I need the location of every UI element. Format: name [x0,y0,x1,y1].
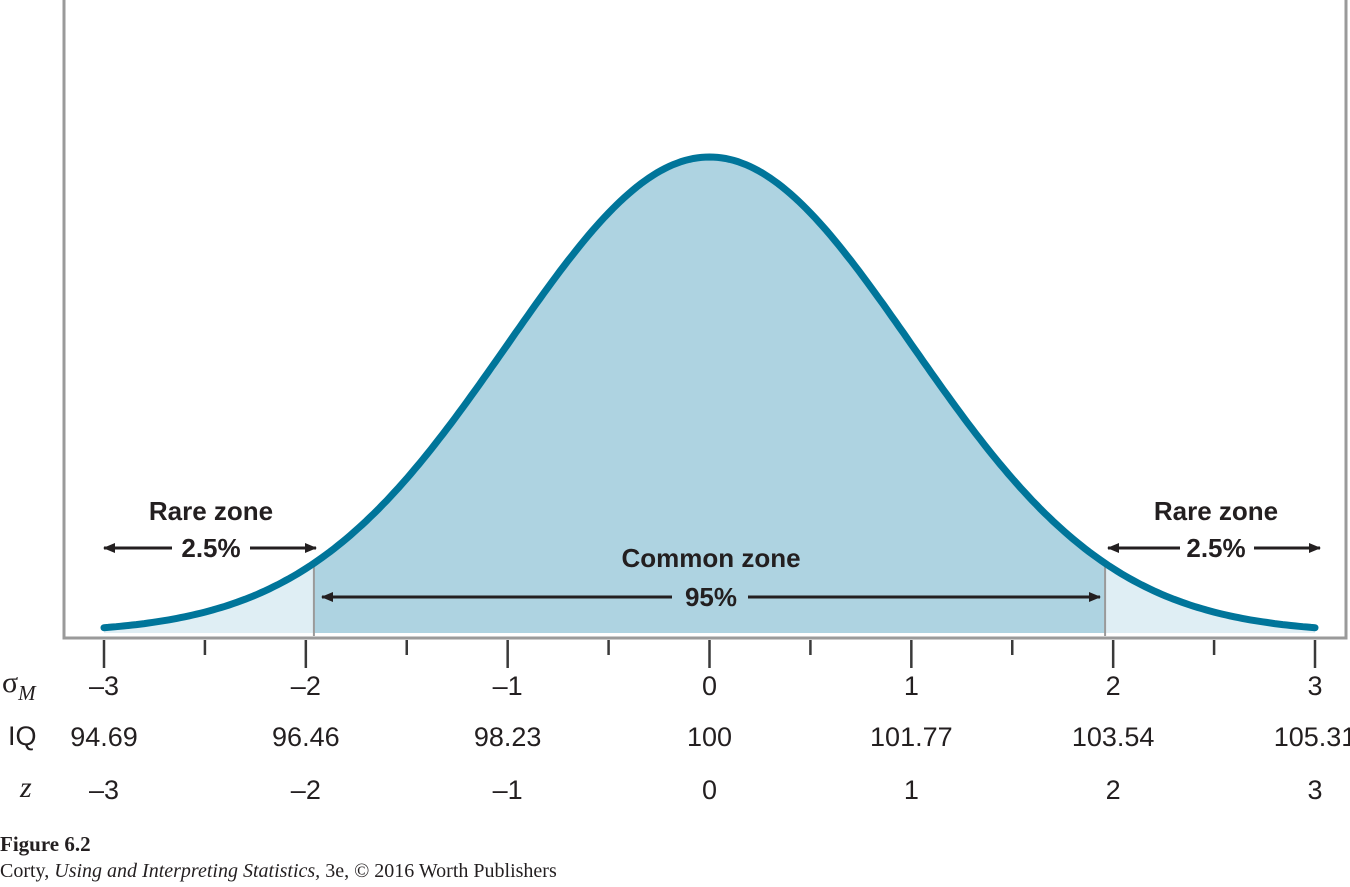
rare-zone-right-label: Rare zone [1154,496,1278,526]
z-tick-label: –3 [89,775,119,805]
iq-tick-label: 105.31 [1274,722,1350,752]
z-tick-label: –2 [291,775,321,805]
region-rare-left [104,563,314,633]
sigma-m-tick-label: 2 [1106,671,1121,701]
common-zone-label: Common zone [621,543,800,573]
iq-tick-label: 98.23 [474,722,542,752]
z-tick-label: 1 [904,775,919,805]
iq-tick-label: 100 [687,722,732,752]
z-tick-label: 2 [1106,775,1121,805]
rare-zone-right-percent: 2.5% [1186,533,1245,563]
distribution-chart: Rare zone 2.5% Common zone 95% Rare zone… [2,0,1350,805]
z-tick-label: 3 [1307,775,1322,805]
normal-curve [100,153,1319,632]
z-tick-label: –1 [493,775,523,805]
region-common [313,157,1106,633]
rare-zone-left-label: Rare zone [149,496,273,526]
sigma-m-tick-label: 0 [702,671,717,701]
sigma-m-tick-label: –2 [291,671,321,701]
credit-book-title: Using and Interpreting Statistics, [54,860,321,882]
figure-credit: Corty, Using and Interpreting Statistics… [0,860,557,883]
common-zone-percent: 95% [685,582,737,612]
iq-tick-label: 94.69 [70,722,138,752]
iq-tick-label: 103.54 [1072,722,1155,752]
rare-zone-left-percent: 2.5% [181,533,240,563]
z-tick-label: 0 [702,775,717,805]
sigma-m-tick-label: 1 [904,671,919,701]
iq-row-label: IQ [8,721,37,751]
figure-title: Figure 6.2 [0,832,91,856]
sigma-m-row-label: σM [2,666,37,705]
iq-tick-label: 96.46 [272,722,340,752]
region-rare-right [1105,563,1315,633]
sigma-m-tick-label: 3 [1307,671,1322,701]
credit-author: Corty, [0,860,55,882]
iq-tick-label: 101.77 [870,722,953,752]
sigma-m-tick-label: –1 [493,671,523,701]
sigma-m-tick-label: –3 [89,671,119,701]
credit-rest: 3e, © 2016 Worth Publishers [320,860,557,882]
z-row-label: z [19,771,32,804]
